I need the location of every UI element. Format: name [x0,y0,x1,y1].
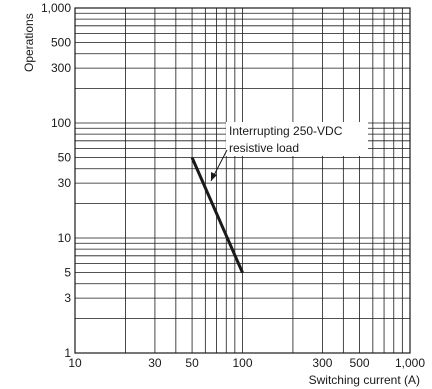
x-tick-label: 30 [148,356,162,370]
y-tick-label: 100 [51,116,71,130]
y-tick-label: 50 [58,151,72,165]
x-tick-labels: 10 30 50 100 300 500 1,000 [68,356,425,370]
y-tick-label: 1,000 [41,1,71,15]
annotation-line-2: resistive load [229,141,299,155]
series-group [190,157,244,274]
y-tick-label: 30 [58,176,72,190]
x-tick-label: 10 [68,356,82,370]
annotation-line-1: Interrupting 250-VDC [229,124,343,138]
x-axis-label: Switching current (A) [309,373,420,387]
y-tick-label: 500 [51,36,71,50]
plot-frame [74,7,411,354]
x-tick-label: 50 [185,356,199,370]
y-tick-labels: 1 3 5 10 30 50 100 300 500 1,000 [41,1,71,360]
x-tick-label: 100 [232,356,252,370]
y-tick-label: 3 [64,291,71,305]
y-tick-label: 1 [64,346,71,360]
y-tick-label: 300 [51,61,71,75]
series-line [190,157,244,274]
x-tick-label: 500 [350,356,370,370]
x-tick-label: 1,000 [395,356,425,370]
y-tick-label: 10 [58,231,72,245]
y-tick-label: 5 [64,266,71,280]
x-tick-label: 300 [312,356,332,370]
y-axis-label: Operations [22,13,36,72]
annotation-background [226,122,368,156]
annotation-arrowhead [211,172,217,181]
grid [75,8,410,353]
